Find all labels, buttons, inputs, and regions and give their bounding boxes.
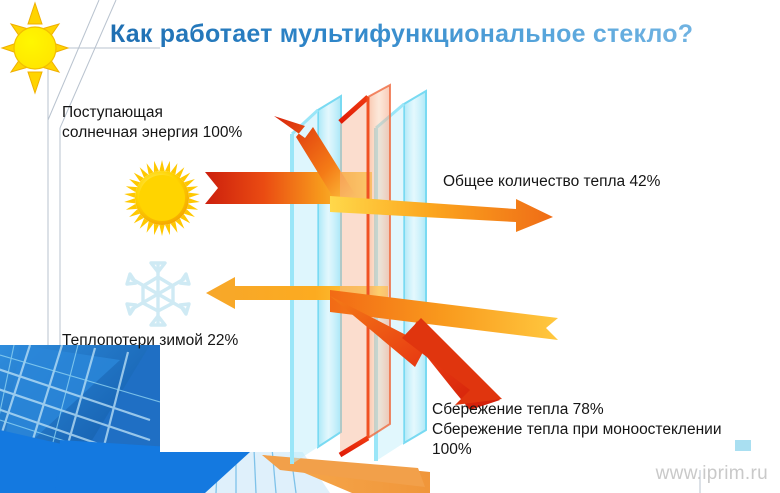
heat-saving-arrow: [330, 296, 502, 410]
label-heat-saving: Сбережение тепла 78% Сбережение тепла пр…: [432, 401, 722, 458]
page-title: Как работает мультифункциональное стекло…: [110, 20, 750, 56]
transmitted-heat-arrow: [330, 196, 553, 232]
inner-glass-pane: [374, 89, 427, 461]
watermark: www.iprim.ru: [655, 463, 768, 484]
glass-building-photo: [0, 345, 160, 493]
multifunctional-coated-pane: [337, 83, 391, 458]
snowflake-icon: [125, 261, 191, 327]
outer-glass-pane: [290, 94, 342, 464]
winter-heat-loss-arrow: [206, 277, 388, 309]
incoming-solar-arrow: [205, 172, 372, 204]
heat-return-band: [330, 290, 558, 340]
label-total-heat: Общее количество тепла 42%: [443, 173, 661, 190]
label-incoming-solar: Поступающая солнечная энергия 100%: [62, 104, 243, 141]
sun-icon: [124, 160, 200, 236]
label-winter-heat-loss: Теплопотери зимой 22%: [62, 332, 239, 349]
decor-sun-icon: [0, 1, 70, 95]
